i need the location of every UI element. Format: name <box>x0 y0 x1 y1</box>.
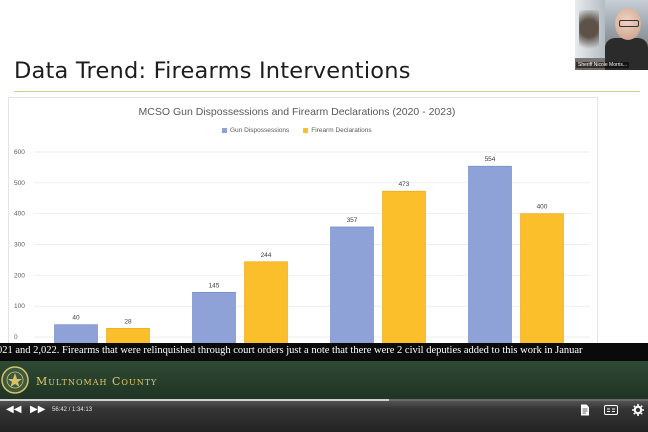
caption-bar: 021 and 2,022. Firearms that were relinq… <box>0 343 648 361</box>
webcam-person-glasses <box>619 20 639 27</box>
data-label: 28 <box>124 318 132 325</box>
county-banner: Multnomah County <box>0 361 648 399</box>
data-label: 145 <box>209 282 220 289</box>
bar-declarations-2020 <box>106 328 150 345</box>
legend-item-declarations: Firearm Declarations <box>303 127 372 134</box>
webcam-tree <box>579 10 599 56</box>
video-controls: ◀◀ ▶▶ 56:42 / 1:34:13 <box>0 399 648 432</box>
captions-icon[interactable] <box>604 405 618 415</box>
time-readout: 56:42 / 1:34:13 <box>52 407 93 413</box>
banner-title: Multnomah County <box>36 375 158 388</box>
bar-declarations-2023 <box>520 213 564 345</box>
progress-fill <box>0 399 389 401</box>
y-tick-label: 500 <box>14 180 25 187</box>
bar-dispossessions-2021 <box>192 291 236 345</box>
legend-item-dispossessions: Gun Dispossessions <box>222 127 289 134</box>
legend-swatch <box>222 128 227 133</box>
data-label: 40 <box>72 315 80 322</box>
data-label: 473 <box>399 181 410 188</box>
gear-icon[interactable] <box>632 404 644 416</box>
y-tick-label: 100 <box>14 303 25 310</box>
legend-label: Firearm Declarations <box>311 127 372 134</box>
county-seal-icon <box>1 366 29 394</box>
progress-bar[interactable] <box>0 399 648 401</box>
bar-dispossessions-2020 <box>54 324 98 345</box>
caption-text: 021 and 2,022. Firearms that were relinq… <box>0 345 583 356</box>
bar-declarations-2022 <box>382 190 426 345</box>
y-tick-label: 0 <box>14 334 18 341</box>
webcam-name-label: Sheriff Nicole Morris... <box>576 62 630 68</box>
legend-label: Gun Dispossessions <box>230 127 290 134</box>
chart-legend: Gun Dispossessions Firearm Declarations <box>222 127 372 134</box>
data-label: 244 <box>261 252 272 259</box>
webcam-view: Sheriff Nicole Morris... <box>575 0 648 70</box>
y-tick-label: 300 <box>14 242 25 249</box>
bar-dispossessions-2022 <box>330 226 374 345</box>
bar-dispossessions-2023 <box>468 165 512 345</box>
slide-title: Data Trend: Firearms Interventions <box>14 58 411 84</box>
data-label: 400 <box>537 204 548 211</box>
rewind-icon[interactable]: ◀◀ <box>6 404 22 415</box>
bar-declarations-2021 <box>244 261 288 345</box>
title-divider <box>14 91 640 92</box>
y-tick-label: 400 <box>14 211 25 218</box>
y-tick-label: 600 <box>14 149 25 156</box>
data-label: 554 <box>485 156 496 163</box>
legend-swatch <box>303 128 309 133</box>
presentation-slide: Data Trend: Firearms Interventions MCSO … <box>8 0 648 345</box>
bar-chart: 0 100 200 300 400 500 600 40 28 145 244 357 473 554 40… <box>14 149 590 345</box>
data-label: 357 <box>347 217 358 224</box>
document-icon[interactable] <box>580 404 590 416</box>
chart-title: MCSO Gun Dispossessions and Firearm Decl… <box>138 106 456 118</box>
y-tick-label: 200 <box>14 272 25 279</box>
fast-forward-icon[interactable]: ▶▶ <box>30 404 46 415</box>
